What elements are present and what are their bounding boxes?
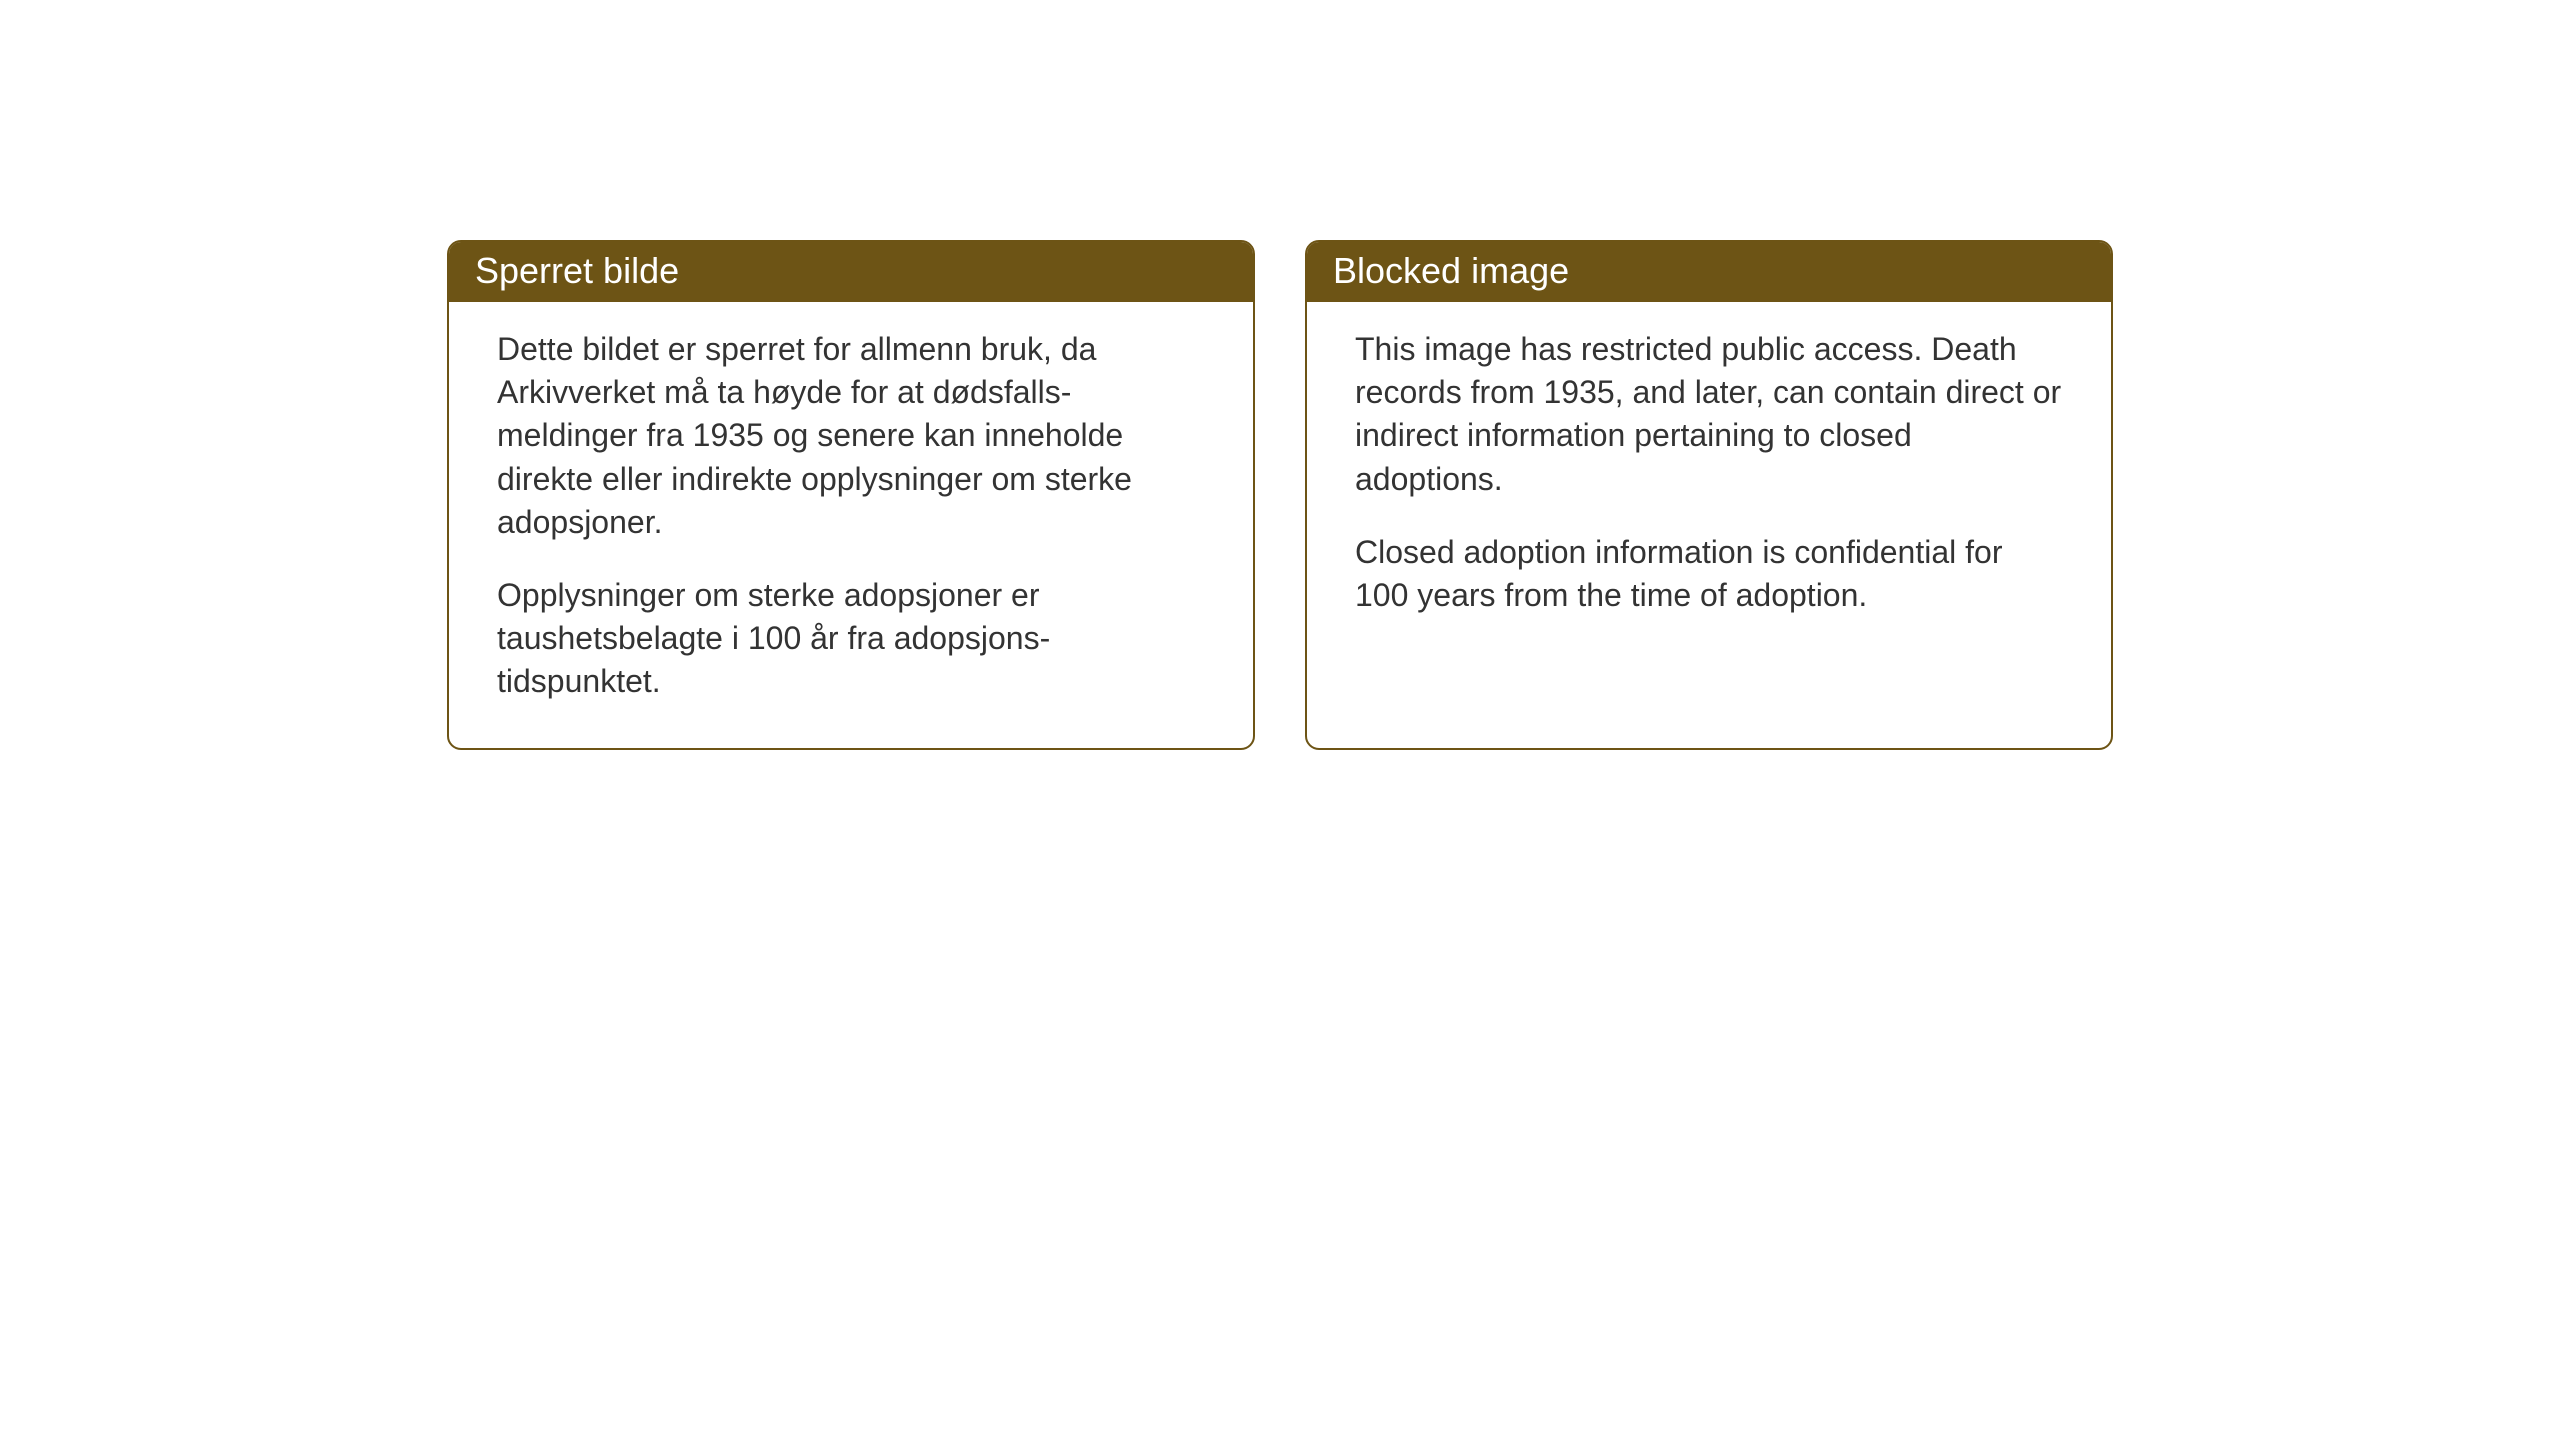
- card-body-english: This image has restricted public access.…: [1307, 302, 2111, 661]
- notice-card-english: Blocked image This image has restricted …: [1305, 240, 2113, 750]
- notice-container: Sperret bilde Dette bildet er sperret fo…: [447, 240, 2113, 750]
- card-body-norwegian: Dette bildet er sperret for allmenn bruk…: [449, 302, 1253, 748]
- paragraph-norwegian-1: Dette bildet er sperret for allmenn bruk…: [497, 328, 1205, 544]
- paragraph-english-2: Closed adoption information is confident…: [1355, 531, 2063, 617]
- paragraph-norwegian-2: Opplysninger om sterke adopsjoner er tau…: [497, 574, 1205, 704]
- paragraph-english-1: This image has restricted public access.…: [1355, 328, 2063, 501]
- card-header-norwegian: Sperret bilde: [449, 242, 1253, 302]
- card-header-english: Blocked image: [1307, 242, 2111, 302]
- notice-card-norwegian: Sperret bilde Dette bildet er sperret fo…: [447, 240, 1255, 750]
